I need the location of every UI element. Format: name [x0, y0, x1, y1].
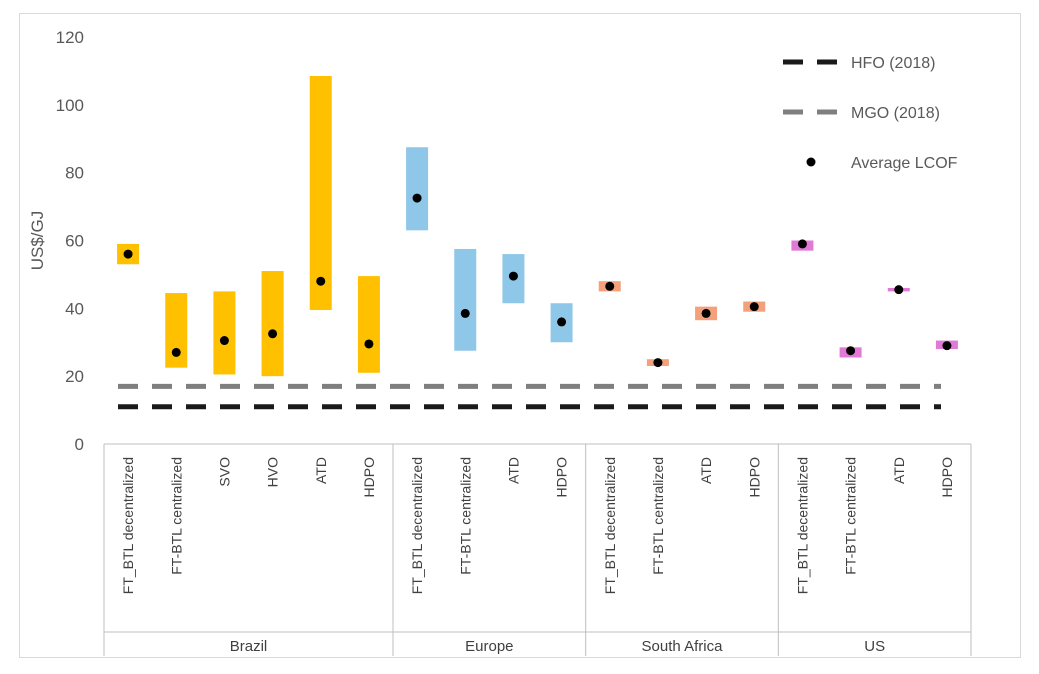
range-bar	[213, 291, 236, 375]
category-label: ATD	[313, 457, 329, 484]
y-tick-label: 80	[65, 164, 84, 183]
legend-label: MGO (2018)	[851, 105, 940, 122]
average-dot	[508, 271, 518, 281]
category-label: FT_BTL decentralized	[120, 457, 136, 594]
category-label: ATD	[698, 457, 714, 484]
average-dot	[605, 281, 615, 291]
category-label: HDPO	[361, 457, 377, 498]
y-axis-ticks: 0 20 40 60 80 100 120	[56, 28, 84, 454]
chart-frame	[19, 13, 1021, 658]
x-axis: FT_BTL decentralized FT-BTL centralized SV…	[103, 443, 972, 656]
average-dot	[364, 339, 374, 349]
group-label: Brazil	[230, 638, 268, 655]
average-dot	[942, 341, 952, 351]
range-bar	[406, 147, 429, 231]
category-label: SVO	[216, 457, 232, 487]
group-label: South Africa	[642, 638, 724, 655]
group-label: US	[864, 638, 885, 655]
range-bars	[117, 76, 958, 377]
category-label: FT_BTL decentralized	[409, 457, 425, 594]
range-bar	[454, 248, 477, 351]
category-label: HDPO	[554, 457, 570, 498]
y-tick-label: 100	[56, 96, 84, 115]
y-tick-label: 40	[65, 299, 84, 318]
range-bar	[357, 276, 380, 373]
category-label: FT_BTL decentralized	[794, 457, 810, 594]
average-dot	[557, 317, 567, 327]
average-dot	[268, 329, 278, 339]
average-dot	[701, 308, 711, 318]
average-dot	[171, 347, 181, 357]
y-tick-label: 60	[65, 232, 84, 251]
reference-lines	[118, 383, 941, 410]
legend-swatch	[806, 157, 816, 167]
average-markers	[123, 193, 952, 368]
average-dot	[894, 285, 904, 295]
average-dot	[846, 346, 856, 356]
category-label: FT-BTL centralized	[650, 457, 666, 575]
average-dot	[653, 358, 663, 368]
category-label: HVO	[265, 457, 281, 487]
average-dot	[316, 276, 326, 286]
y-tick-label: 0	[75, 435, 84, 454]
average-dot	[460, 308, 470, 318]
category-label: HDPO	[746, 457, 762, 498]
category-label: ATD	[505, 457, 521, 484]
y-tick-label: 20	[65, 367, 84, 386]
y-axis-label: US$/GJ	[28, 211, 47, 271]
legend-label: Average LCOF	[851, 155, 958, 172]
legend-label: HFO (2018)	[851, 55, 935, 72]
average-dot	[123, 249, 133, 259]
category-label: FT_BTL decentralized	[602, 457, 618, 594]
range-bar	[309, 76, 332, 311]
group-label: Europe	[465, 638, 513, 655]
range-bar	[165, 293, 188, 368]
category-label: FT-BTL centralized	[843, 457, 859, 575]
category-label: FT-BTL centralized	[168, 457, 184, 575]
average-dot	[797, 239, 807, 249]
category-label: ATD	[891, 457, 907, 484]
average-dot	[412, 193, 422, 203]
category-label: HDPO	[939, 457, 955, 498]
average-dot	[219, 336, 229, 346]
category-label: FT-BTL centralized	[457, 457, 473, 575]
range-bar	[261, 271, 284, 377]
y-tick-label: 120	[56, 28, 84, 47]
average-dot	[749, 302, 759, 312]
legend: HFO (2018) MGO (2018) Average LCOF	[783, 55, 958, 172]
